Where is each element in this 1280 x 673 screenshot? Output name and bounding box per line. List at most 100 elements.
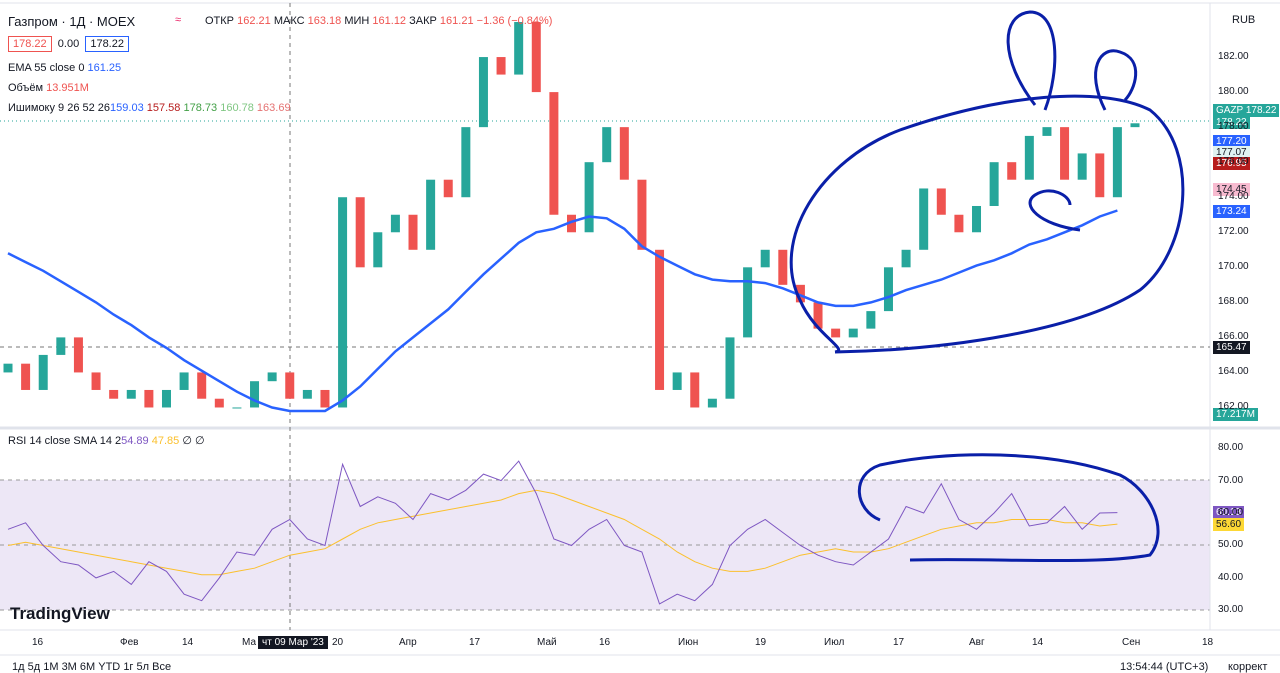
range-button[interactable]: 3М bbox=[61, 661, 77, 673]
rsi-value: ∅ ∅ bbox=[182, 435, 205, 447]
range-button[interactable]: 5д bbox=[27, 661, 41, 673]
adjust[interactable]: коррект bbox=[1228, 661, 1268, 673]
scribble bbox=[1028, 189, 1081, 232]
range-button[interactable]: 1г bbox=[123, 661, 134, 673]
candle bbox=[109, 389, 119, 399]
candle bbox=[1024, 135, 1034, 180]
ichimoku-value: 160.78 bbox=[220, 102, 254, 114]
scribble bbox=[1006, 10, 1057, 111]
candle bbox=[866, 311, 876, 329]
range-button[interactable]: 5л bbox=[136, 661, 150, 673]
time-label: 20 bbox=[332, 637, 344, 648]
logo: TradingView bbox=[10, 604, 110, 623]
ohlc-value: 163.18 bbox=[307, 15, 342, 27]
scribble bbox=[857, 453, 1160, 563]
candle bbox=[408, 214, 418, 250]
candle bbox=[1095, 153, 1105, 198]
price-tick: 178.00 bbox=[1218, 121, 1249, 133]
candle bbox=[619, 127, 629, 180]
time-label: 18 bbox=[1202, 637, 1214, 648]
price-label: 177.07 bbox=[1213, 146, 1250, 159]
candle bbox=[390, 214, 400, 233]
candle bbox=[637, 179, 647, 250]
candle bbox=[1112, 127, 1122, 198]
currency[interactable]: RUB bbox=[1232, 14, 1256, 26]
ichimoku-value: 163.69 bbox=[256, 102, 291, 114]
candle bbox=[743, 267, 753, 338]
scribble bbox=[1094, 49, 1138, 111]
candle bbox=[355, 197, 365, 268]
ohlc: ОТКР 162.21 МАКС 163.18 МИН 161.12 ЗАКР … bbox=[205, 15, 552, 27]
ema-name: EMA 55 close 0 bbox=[8, 62, 85, 74]
candle bbox=[496, 57, 506, 75]
candle bbox=[267, 372, 277, 382]
candle bbox=[250, 381, 260, 408]
candle bbox=[936, 188, 946, 215]
rsi-legend: RSI 14 close SMA 14 254.89 47.85 ∅ ∅ bbox=[8, 434, 205, 447]
time-label: 17 bbox=[469, 637, 481, 648]
time-label: 16 bbox=[32, 637, 44, 648]
candle bbox=[549, 92, 559, 215]
ask[interactable]: 178.22 bbox=[85, 36, 129, 52]
range-button[interactable]: 1М bbox=[43, 661, 59, 673]
price-tick: 168.00 bbox=[1218, 296, 1249, 308]
ohlc-label: МАКС bbox=[273, 15, 305, 27]
candle bbox=[690, 372, 700, 408]
candle bbox=[320, 389, 330, 408]
range-button[interactable]: YTD bbox=[98, 661, 121, 673]
candle bbox=[3, 363, 13, 373]
candle bbox=[848, 328, 858, 338]
price-tick: 170.00 bbox=[1218, 261, 1249, 273]
price-tick: 164.00 bbox=[1218, 366, 1249, 378]
candle bbox=[655, 249, 665, 390]
ohlc-value: 161.12 bbox=[372, 15, 407, 27]
ema-line bbox=[7, 209, 1118, 413]
candle bbox=[989, 162, 999, 206]
candle bbox=[972, 205, 982, 233]
ema-value: 161.25 bbox=[87, 62, 122, 74]
rsi-tick: 50.00 bbox=[1218, 539, 1244, 551]
price-tick: 172.00 bbox=[1218, 226, 1249, 238]
time-label: 14 bbox=[182, 637, 194, 648]
ichimoku-value: 157.58 bbox=[146, 102, 181, 114]
bid[interactable]: 178.22 bbox=[8, 36, 52, 52]
candle bbox=[144, 389, 154, 408]
rsi-tick: 60.00 bbox=[1218, 507, 1244, 519]
candle bbox=[161, 389, 171, 408]
candle bbox=[73, 337, 83, 373]
candle bbox=[373, 232, 383, 268]
time-label: Май bbox=[537, 637, 557, 648]
rsi-name: RSI 14 close SMA 14 2 bbox=[8, 435, 122, 447]
time-label: Фев bbox=[120, 637, 139, 648]
rsi-tick: 40.00 bbox=[1218, 571, 1244, 583]
range-button[interactable]: Все bbox=[152, 661, 172, 673]
crosshair-date: чт 09 Мар '23 bbox=[258, 636, 328, 649]
symbol[interactable]: Газпром · 1Д · MOEX bbox=[8, 14, 136, 29]
candle bbox=[426, 179, 436, 250]
price-tick: 166.00 bbox=[1218, 331, 1249, 343]
time-label: 17 bbox=[893, 637, 905, 648]
candle bbox=[672, 372, 682, 390]
ohlc-value: 161.21 bbox=[439, 15, 474, 27]
candle bbox=[197, 372, 207, 399]
scribble bbox=[789, 94, 1185, 354]
gazp-label: GAZP 178.22 bbox=[1213, 104, 1280, 117]
symbol-flag[interactable]: ≈ bbox=[175, 14, 182, 26]
time-label: 19 bbox=[755, 637, 767, 648]
price-tick: 174.00 bbox=[1218, 191, 1249, 203]
candle bbox=[179, 372, 189, 390]
price-boxes: 178.22 0.00 178.22 bbox=[8, 36, 129, 52]
range-button[interactable]: 6М bbox=[79, 661, 96, 673]
hand-drawing bbox=[789, 10, 1185, 563]
price-tick: 182.00 bbox=[1218, 51, 1249, 63]
candle bbox=[338, 197, 348, 408]
gazp-price: 178.22 bbox=[1245, 105, 1277, 116]
price-label: 17.217M bbox=[1213, 408, 1258, 421]
time-label: Авг bbox=[969, 637, 985, 648]
candle bbox=[478, 57, 488, 128]
candle bbox=[813, 302, 823, 329]
candle bbox=[831, 328, 841, 338]
range-button[interactable]: 1д bbox=[12, 661, 25, 673]
candle bbox=[514, 22, 524, 75]
